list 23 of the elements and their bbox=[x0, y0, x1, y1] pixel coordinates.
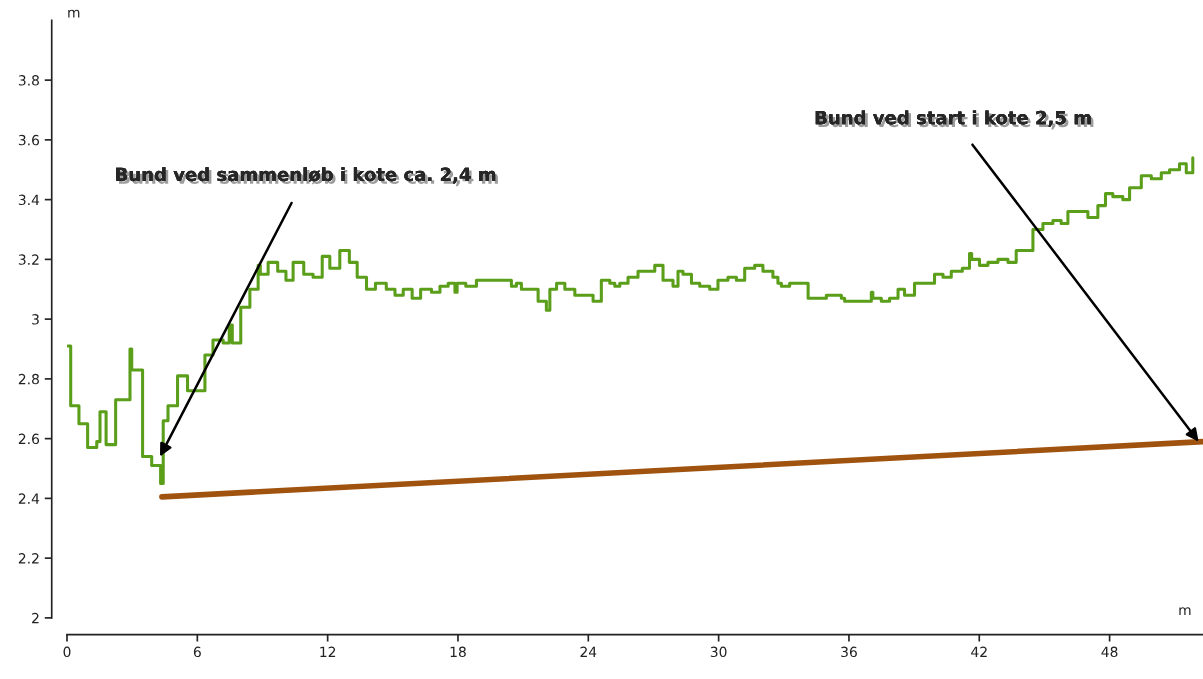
y-tick-label: 3.6 bbox=[18, 134, 40, 146]
y-tick-label: 2.2 bbox=[18, 553, 39, 564]
x-tick-label: 0 bbox=[63, 646, 71, 658]
x-axis-title: m bbox=[1179, 607, 1191, 615]
annotation: Bund ved start i kote 2,5 m bbox=[815, 110, 1094, 130]
y-tick-label: 3.2 bbox=[18, 254, 39, 265]
y-axis-title: m bbox=[68, 9, 80, 18]
x-tick-label: 30 bbox=[710, 646, 727, 658]
y-tick-label: 2.8 bbox=[18, 373, 39, 385]
x-tick-label: 48 bbox=[1101, 646, 1118, 658]
x-tick-label: 42 bbox=[971, 646, 987, 657]
x-tick-label: 24 bbox=[580, 646, 597, 657]
y-tick-label: 3.4 bbox=[18, 194, 40, 206]
y-tick-label: 3.8 bbox=[18, 75, 39, 86]
x-tick-label: 18 bbox=[450, 646, 466, 658]
y-tick-label: 3 bbox=[32, 314, 39, 325]
x-tick-label: 36 bbox=[841, 646, 857, 658]
x-tick-label: 6 bbox=[193, 646, 201, 658]
annotation: Bund ved sammenløb i kote ca. 2,4 m bbox=[116, 167, 498, 187]
y-tick-label: 2.6 bbox=[18, 433, 40, 445]
x-tick-label: 12 bbox=[320, 646, 336, 657]
y-tick-label: 2.4 bbox=[18, 493, 40, 504]
y-tick-label: 2 bbox=[32, 612, 39, 624]
